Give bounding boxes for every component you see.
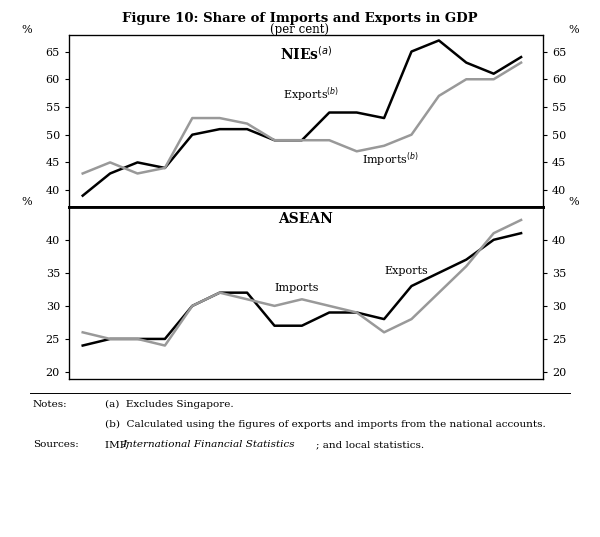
Text: (per cent): (per cent)	[271, 23, 329, 35]
Text: NIEs$^{(a)}$: NIEs$^{(a)}$	[280, 45, 332, 63]
Text: %: %	[568, 197, 579, 207]
Text: Imports$^{(b)}$: Imports$^{(b)}$	[362, 150, 419, 169]
Text: (a)  Excludes Singapore.: (a) Excludes Singapore.	[105, 400, 233, 409]
Text: Imports: Imports	[274, 284, 319, 293]
Text: ASEAN: ASEAN	[278, 212, 334, 226]
Text: ; and local statistics.: ; and local statistics.	[316, 440, 424, 449]
Text: Exports$^{(b)}$: Exports$^{(b)}$	[283, 85, 339, 104]
Text: International Financial Statistics: International Financial Statistics	[122, 440, 295, 449]
Text: (b)  Calculated using the figures of exports and imports from the national accou: (b) Calculated using the figures of expo…	[105, 420, 546, 429]
Text: Sources:: Sources:	[33, 440, 79, 449]
Text: Notes:: Notes:	[33, 400, 68, 409]
Text: Figure 10: Share of Imports and Exports in GDP: Figure 10: Share of Imports and Exports …	[122, 12, 478, 25]
Text: IMF,: IMF,	[105, 440, 132, 449]
Text: %: %	[21, 197, 32, 207]
Text: %: %	[568, 25, 579, 35]
Text: %: %	[21, 25, 32, 35]
Text: Exports: Exports	[384, 266, 428, 276]
